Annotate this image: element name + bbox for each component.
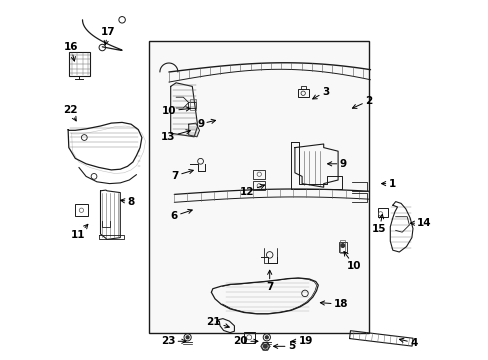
Text: 19: 19 [291,336,312,346]
Circle shape [186,336,189,339]
Bar [253,181,264,190]
Text: 4: 4 [399,338,417,348]
Circle shape [340,244,344,247]
Text: 1: 1 [381,179,395,189]
Text: 23: 23 [161,336,185,346]
Text: 9: 9 [327,159,346,169]
Text: 14: 14 [409,218,431,228]
Text: 10: 10 [343,252,361,271]
Text: 7: 7 [171,170,193,181]
Text: 11: 11 [71,224,88,240]
Bar [75,204,88,216]
Text: 6: 6 [170,210,192,221]
Text: 21: 21 [206,317,229,328]
Text: 12: 12 [240,184,264,197]
Text: 9: 9 [197,119,215,129]
Bar [244,332,254,343]
Bar [187,102,195,108]
Bar [297,89,308,97]
Text: 10: 10 [161,106,190,116]
Text: 3: 3 [312,87,328,99]
Text: 16: 16 [63,42,78,61]
Bar [149,41,368,333]
Bar [69,52,90,76]
Text: 13: 13 [161,130,190,142]
Text: 20: 20 [233,336,257,346]
Bar [340,240,345,253]
Circle shape [263,345,266,348]
Bar [189,99,195,110]
Text: 18: 18 [320,299,347,309]
Bar [378,208,387,217]
Text: 15: 15 [371,215,386,234]
Text: 22: 22 [62,105,77,121]
Bar [253,170,264,179]
Text: 8: 8 [120,197,135,207]
Bar [338,242,346,252]
Text: 17: 17 [101,27,116,45]
Text: 2: 2 [352,96,371,108]
Text: 5: 5 [273,341,294,351]
Text: 7: 7 [265,270,273,292]
Circle shape [265,336,268,339]
